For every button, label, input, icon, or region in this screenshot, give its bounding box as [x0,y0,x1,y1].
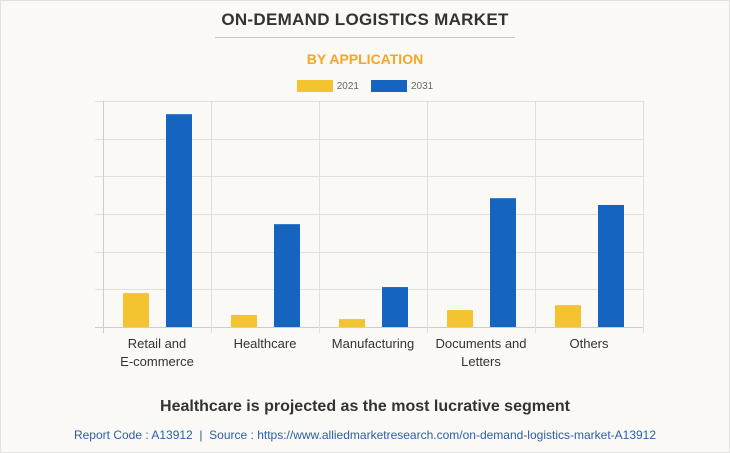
source-text: Report Code : A13912 | Source : https://… [73,428,657,442]
bar-2031-3[interactable] [490,198,516,327]
x-tick-label-line: Retail and [127,336,187,351]
bar-2031-2[interactable] [382,287,408,327]
legend-item-2021[interactable]: 2021 [296,80,359,92]
x-tick-label: Documents and Letters [427,335,535,371]
x-tick-label: Others [535,335,643,353]
bar-2031-4[interactable] [598,204,624,327]
bar-2021-0[interactable] [123,293,149,327]
x-tick-label-line: Manufacturing [331,336,415,351]
legend-item-2031[interactable]: 2031 [371,80,433,92]
x-tick-label-line: Documents and [435,336,527,351]
bar-2021-2[interactable] [339,319,365,327]
x-tick-label-line: Others [569,336,609,351]
insight-text: Healthcare is projected as the most lucr… [160,398,570,415]
bar-2021-3[interactable] [447,310,473,327]
x-tick-label: Healthcare [211,335,319,353]
x-tick-label-line: Letters [461,354,501,369]
legend-label-2031: 2031 [411,80,434,92]
bar-2021-4[interactable] [555,305,581,327]
chart-subtitle: BY APPLICATION [306,51,424,67]
bar-2031-1[interactable] [274,224,300,327]
bar-2021-1[interactable] [231,314,257,327]
legend-swatch-2021 [296,80,333,92]
x-tick-label: Manufacturing [319,335,427,353]
title-divider [215,37,515,38]
legend: 2021 2031 [0,80,730,92]
legend-swatch-2031 [371,80,407,92]
x-tick-label-line: Healthcare [233,336,297,351]
x-tick-label-line: E-commerce [120,354,194,369]
bar-2031-0[interactable] [166,114,192,327]
chart-title: ON-DEMAND LOGISTICS MARKET [221,10,509,29]
legend-label-2021: 2021 [336,80,359,92]
x-tick-label: Retail and E-commerce [103,335,211,371]
